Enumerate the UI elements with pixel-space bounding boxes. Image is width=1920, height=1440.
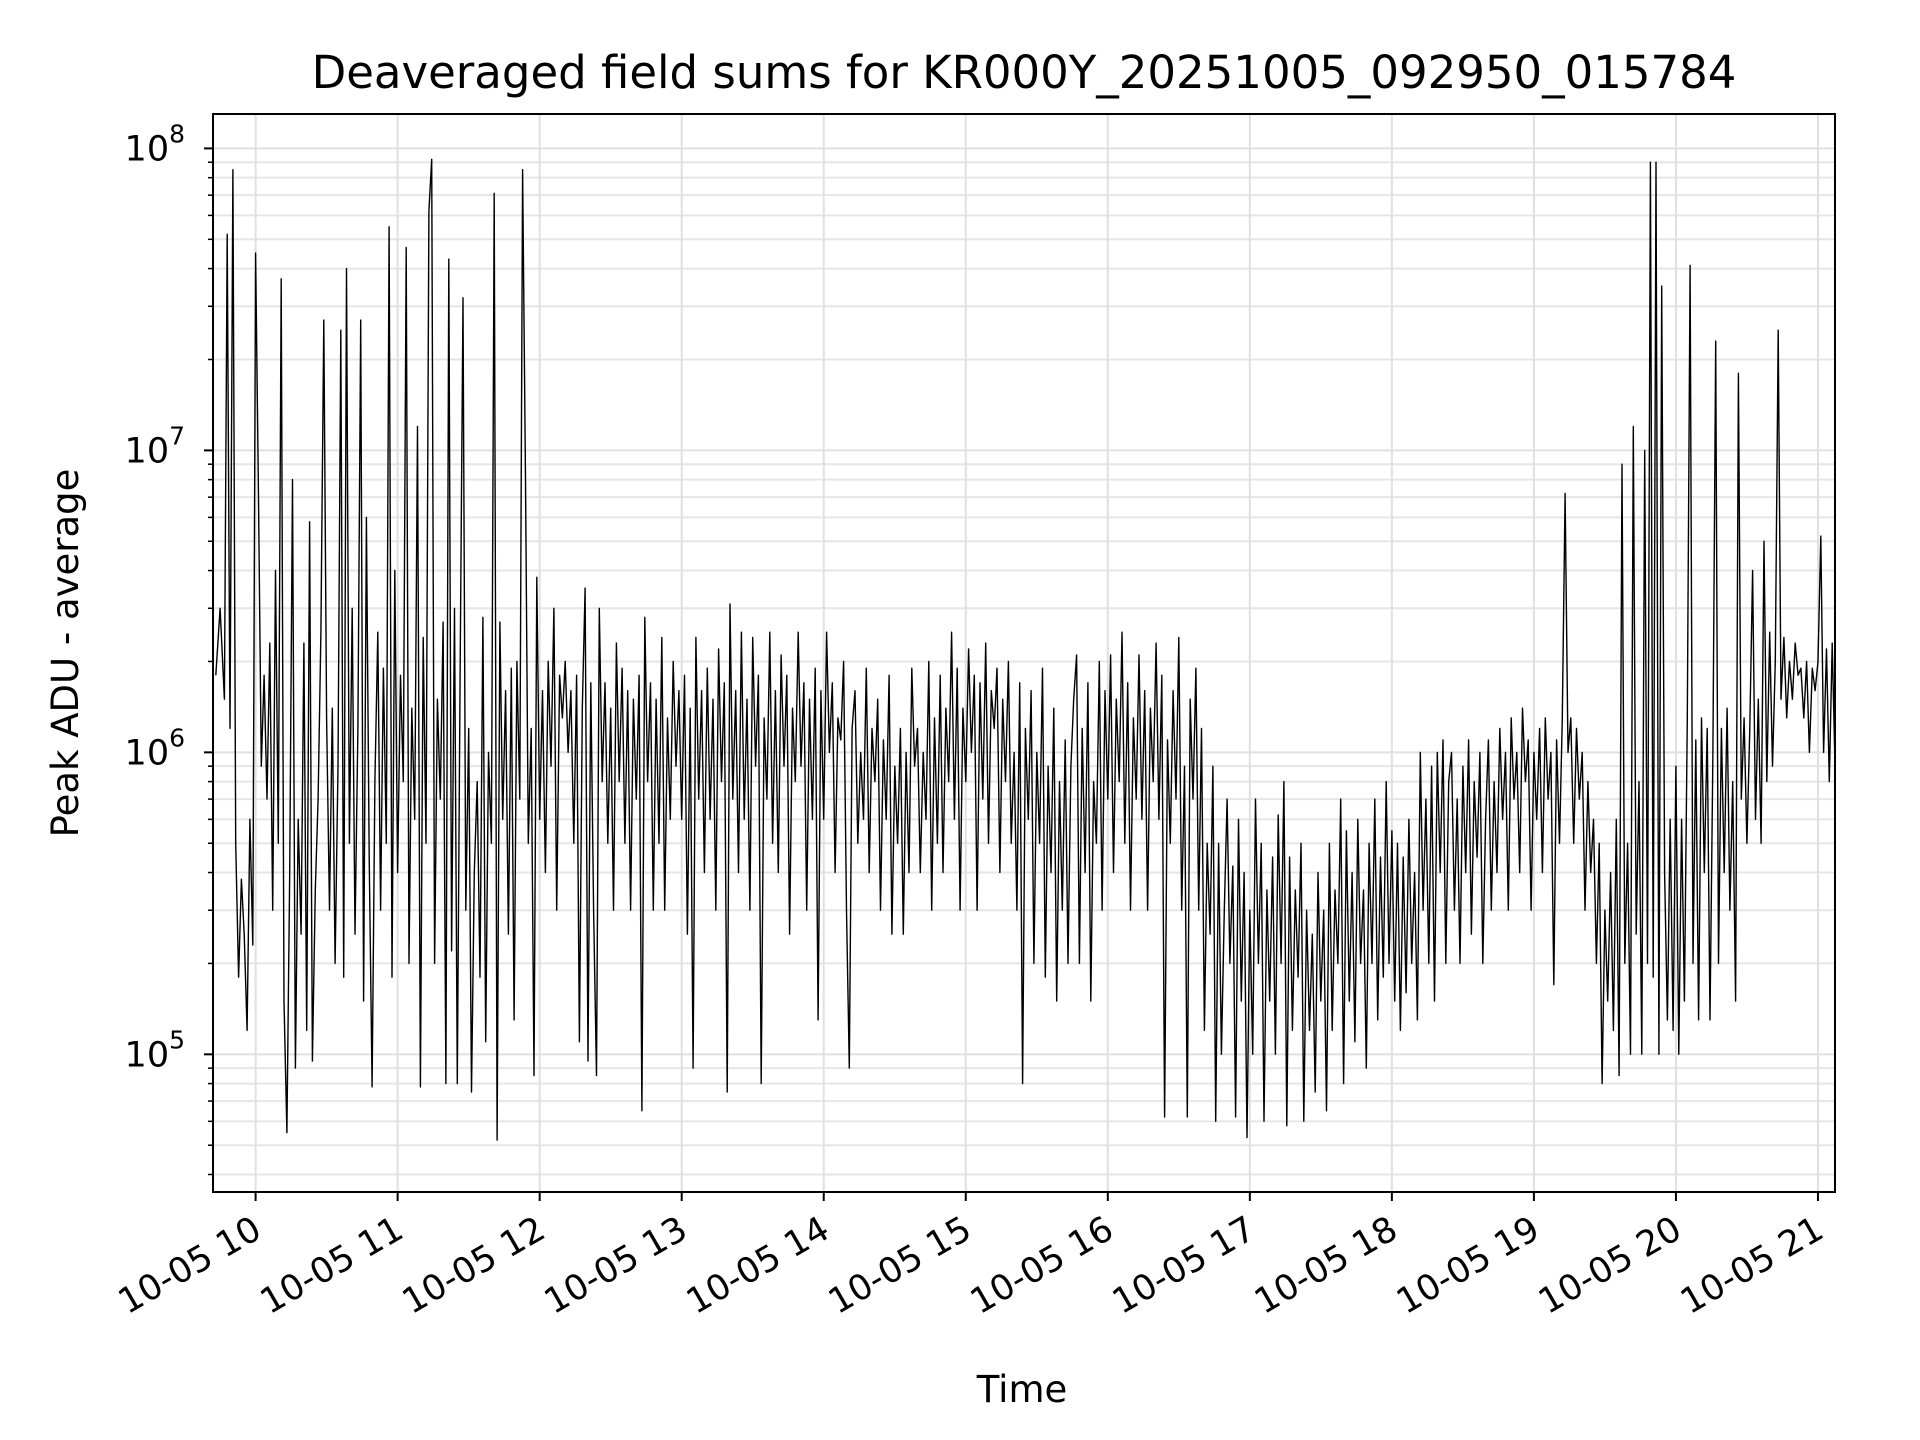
series-line bbox=[215, 158, 1836, 1141]
y-tick-label-exponent: 5 bbox=[169, 1025, 185, 1054]
y-axis-label: Peak ADU - average bbox=[44, 469, 87, 838]
y-tick-label: 107 bbox=[125, 421, 185, 471]
y-tick-label-base: 10 bbox=[125, 733, 170, 773]
x-axis-label: Time bbox=[976, 1368, 1068, 1411]
y-tick-label-exponent: 7 bbox=[169, 421, 185, 450]
plot-frame bbox=[212, 113, 1836, 1193]
y-tick-label: 105 bbox=[125, 1025, 185, 1075]
y-tick-label: 108 bbox=[125, 119, 185, 169]
y-tick-label-base: 10 bbox=[125, 431, 170, 471]
y-tick-label-base: 10 bbox=[125, 129, 170, 169]
y-tick-label: 106 bbox=[125, 723, 185, 773]
y-tick-label-exponent: 8 bbox=[169, 119, 185, 148]
y-tick-label-exponent: 6 bbox=[169, 723, 185, 752]
y-tick-label-base: 10 bbox=[125, 1035, 170, 1075]
data-series bbox=[215, 158, 1836, 1141]
chart-title: Deaveraged field sums for KR000Y_2025100… bbox=[312, 46, 1737, 99]
